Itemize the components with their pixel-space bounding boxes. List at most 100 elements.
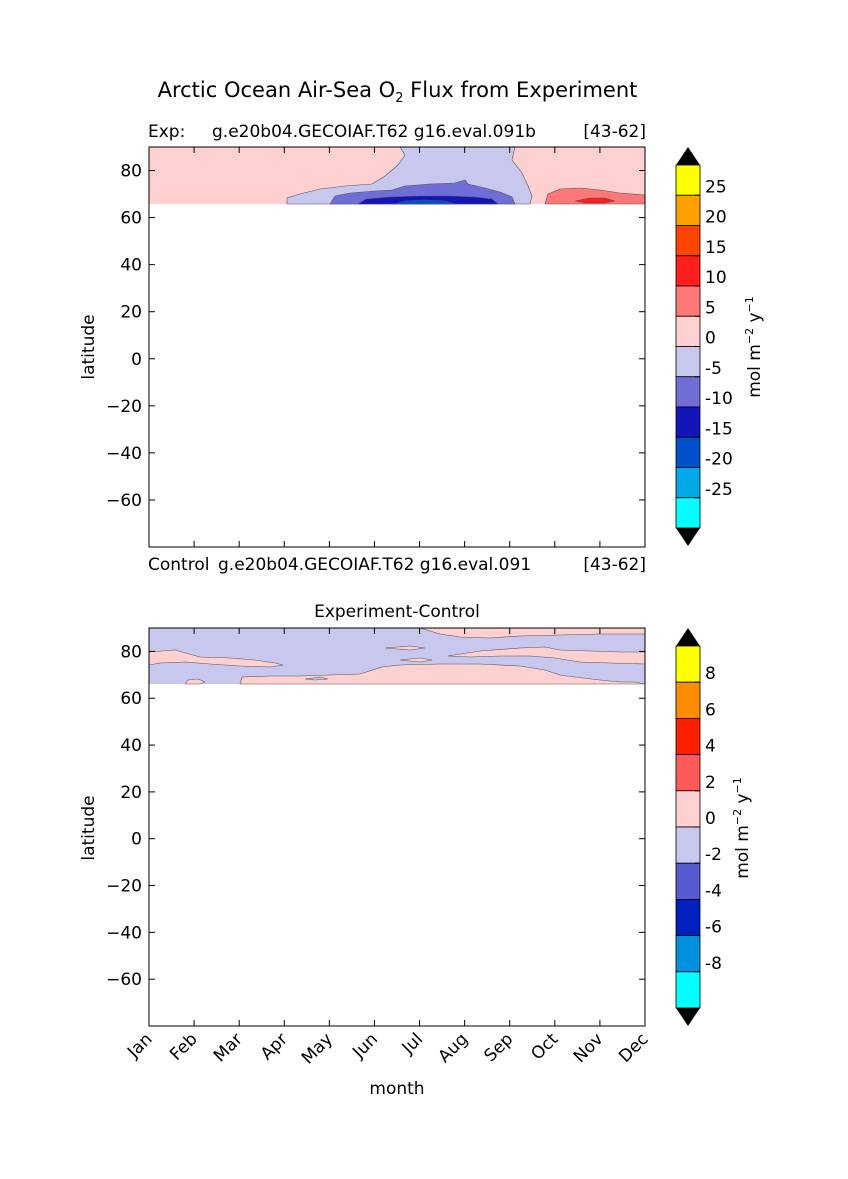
top-region-pos-5-10 [544, 187, 645, 205]
bottom-region-pos-left [184, 678, 206, 685]
bottom-ytick-label: 20 [120, 783, 142, 803]
bottom-colorbar: 8 6 4 2 0 -2 -4 -6 -8 mol m−2 y−1 [675, 628, 753, 1026]
top-header-right: [43-62] [583, 122, 646, 142]
figure-title: Arctic Ocean Air-Sea O2 Flux from Experi… [157, 78, 638, 107]
bottom-ytick-label: 40 [120, 736, 142, 756]
top-colorbar-segment [675, 467, 701, 499]
bottom-colorbar-segment [675, 681, 701, 719]
bottom-xtick-label: May [298, 1029, 337, 1068]
bottom-colorbar-segment [675, 862, 701, 900]
bottom-xtick-label: Jan [123, 1029, 156, 1062]
top-ytick-label: −20 [106, 397, 142, 417]
bottom-colorbar-segment [675, 645, 701, 683]
bottom-colorbar-extend-min [676, 1008, 700, 1026]
bottom-contour-field [149, 628, 645, 685]
bottom-ytick-label: 80 [120, 642, 142, 662]
bottom-xtick-label: Jun [348, 1029, 382, 1063]
top-colorbar-tick-label: 20 [705, 208, 727, 228]
bottom-xtick-label: Oct [527, 1029, 562, 1064]
top-axes-frame [148, 146, 646, 548]
bottom-axes-frame [148, 627, 646, 1027]
bottom-xtick-label: Nov [570, 1029, 608, 1067]
top-colorbar-label: mol m−2 y−1 [743, 296, 765, 398]
top-colorbar-segment [675, 255, 701, 287]
top-ytick-label: 80 [120, 162, 142, 182]
bottom-colorbar-tick-label: 4 [705, 737, 716, 757]
bottom-colorbar-segment [675, 790, 701, 828]
top-colorbar-segment [675, 315, 701, 347]
bottom-xtick-label: Dec [615, 1029, 652, 1066]
bottom-ytick-label: −40 [106, 923, 142, 943]
top-ylabel: latitude [79, 314, 99, 379]
bottom-x-axis: Jan Feb Mar Apr May Jun Jul Aug Sep Oct Nov Dec [123, 628, 653, 1068]
top-colorbar: 25 20 15 10 5 0 -5 -10 -15 -20 -25 mol m−2 y−1 [675, 147, 765, 546]
bottom-colorbar-tick-label: -8 [705, 954, 722, 974]
bottom-ytick-label: −60 [106, 970, 142, 990]
bottom-xtick-label: Apr [257, 1029, 292, 1064]
top-colorbar-tick-label: 15 [705, 238, 727, 258]
top-colorbar-extend-max [676, 147, 700, 165]
top-ytick-label: 0 [131, 350, 142, 370]
top-colorbar-segment [675, 436, 701, 468]
top-ytick-label: 20 [120, 303, 142, 323]
top-colorbar-tick-label: -20 [705, 450, 733, 470]
bottom-region-pos-lower [239, 663, 645, 685]
top-colorbar-tick-label: -5 [705, 359, 722, 379]
top-footer-center: g.e20b04.GECOIAF.T62 g16.eval.091 [218, 555, 531, 575]
top-ytick-label: −60 [106, 491, 142, 511]
top-colorbar-tick-label: -25 [705, 480, 733, 500]
bottom-colorbar-segment [675, 718, 701, 756]
bottom-xtick-label: Jul [398, 1029, 427, 1058]
top-colorbar-tick-label: 25 [705, 177, 727, 197]
bottom-colorbar-segment [675, 899, 701, 937]
top-contour-field [149, 147, 645, 205]
bottom-colorbar-tick-label: 0 [705, 809, 716, 829]
top-header-center: g.e20b04.GECOIAF.T62 g16.eval.091b [212, 122, 536, 142]
bottom-ytick-label: 60 [120, 689, 142, 709]
top-colorbar-segment [675, 346, 701, 378]
top-colorbar-segment [675, 194, 701, 226]
bottom-xtick-label: Aug [435, 1029, 473, 1067]
top-ytick-label: −40 [106, 444, 142, 464]
bottom-colorbar-segment [675, 935, 701, 973]
top-ytick-label: 60 [120, 209, 142, 229]
bottom-ytick-label: 0 [131, 830, 142, 850]
bottom-xlabel: month [369, 1079, 424, 1099]
top-footer-left: Control [148, 555, 209, 575]
top-ytick-label: 40 [120, 256, 142, 276]
top-panel: Exp: g.e20b04.GECOIAF.T62 g16.eval.091b … [79, 122, 765, 575]
bottom-xtick-label: Mar [210, 1029, 247, 1066]
bottom-colorbar-tick-label: -2 [705, 845, 722, 865]
bottom-region-pos-small [384, 645, 426, 651]
top-colorbar-segment [675, 376, 701, 408]
bottom-colorbar-tick-label: 8 [705, 664, 716, 684]
top-colorbar-segment [675, 164, 701, 196]
top-header-left: Exp: [148, 122, 185, 142]
bottom-region-pos-mid [447, 646, 645, 665]
bottom-colorbar-tick-label: -6 [705, 918, 722, 938]
top-region-pos-10-15 [574, 197, 616, 204]
top-colorbar-segment [675, 285, 701, 317]
bottom-title: Experiment-Control [314, 602, 480, 622]
bottom-region-neg-inset [304, 676, 329, 681]
bottom-ylabel: latitude [79, 795, 99, 860]
top-colorbar-segment [675, 497, 701, 529]
bottom-region-pos-band [149, 649, 284, 668]
bottom-colorbar-segment [675, 826, 701, 864]
bottom-colorbar-tick-label: -4 [705, 881, 722, 901]
top-colorbar-tick-label: -10 [705, 389, 733, 409]
top-footer-right: [43-62] [583, 555, 646, 575]
top-colorbar-tick-label: 10 [705, 268, 727, 288]
bottom-colorbar-extend-max [676, 628, 700, 646]
top-colorbar-tick-label: -15 [705, 419, 733, 439]
top-y-axis: 80 60 40 20 0 −20 −40 −60 [106, 147, 646, 547]
bottom-colorbar-tick-label: 6 [705, 700, 716, 720]
top-region-neg-15-20 [394, 199, 456, 205]
bottom-colorbar-segment [675, 754, 701, 792]
top-colorbar-tick-label: 0 [705, 329, 716, 349]
bottom-xtick-label: Sep [480, 1029, 517, 1066]
bottom-region-pos-top [419, 628, 645, 639]
top-colorbar-segment [675, 406, 701, 438]
bottom-colorbar-tick-label: 2 [705, 773, 716, 793]
